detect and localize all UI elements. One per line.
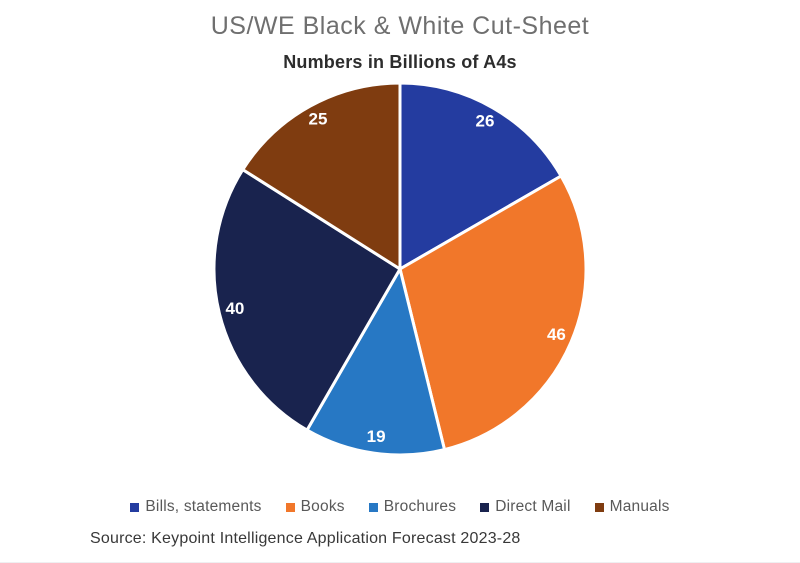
legend-label-manuals: Manuals bbox=[609, 498, 670, 515]
legend-label-direct-mail: Direct Mail bbox=[495, 498, 571, 515]
pie-chart: 26 46 19 40 25 bbox=[212, 81, 588, 457]
legend-swatch-bills-statements bbox=[130, 502, 140, 512]
legend-label-bills-statements: Bills, statements bbox=[145, 498, 262, 515]
legend-label-brochures: Brochures bbox=[383, 498, 457, 515]
data-label-manuals: 25 bbox=[309, 110, 328, 129]
data-label-books: 46 bbox=[547, 325, 566, 344]
legend-label-books: Books bbox=[300, 498, 345, 515]
legend-swatch-direct-mail bbox=[480, 502, 490, 512]
chart-title: US/WE Black & White Cut-Sheet bbox=[210, 12, 590, 40]
legend-swatch-manuals bbox=[594, 502, 604, 512]
legend-item-brochures: Brochures bbox=[368, 498, 457, 516]
data-label-direct-mail: 40 bbox=[225, 299, 244, 318]
pie-slice-bills-statements bbox=[398, 81, 563, 271]
legend-item-manuals: Manuals bbox=[594, 498, 670, 516]
pie-slice-manuals bbox=[241, 81, 402, 271]
chart-subtitle: Numbers in Billions of A4s bbox=[283, 52, 517, 72]
pie-slice-books bbox=[398, 174, 588, 452]
legend-swatch-books bbox=[285, 502, 295, 512]
data-label-bills-statements: 26 bbox=[476, 111, 495, 130]
chart-legend: Bills, statements Books Brochures Direct Ma… bbox=[0, 498, 800, 516]
legend-item-books: Books bbox=[285, 498, 345, 516]
legend-item-bills-statements: Bills, statements bbox=[130, 498, 261, 516]
legend-swatch-brochures bbox=[368, 502, 378, 512]
pie-slice-brochures bbox=[305, 267, 447, 457]
source-note: Source: Keypoint Intelligence Applicatio… bbox=[90, 530, 521, 547]
data-label-brochures: 19 bbox=[367, 427, 386, 446]
pie-slice-direct-mail bbox=[212, 168, 402, 432]
legend-item-direct-mail: Direct Mail bbox=[480, 498, 570, 516]
